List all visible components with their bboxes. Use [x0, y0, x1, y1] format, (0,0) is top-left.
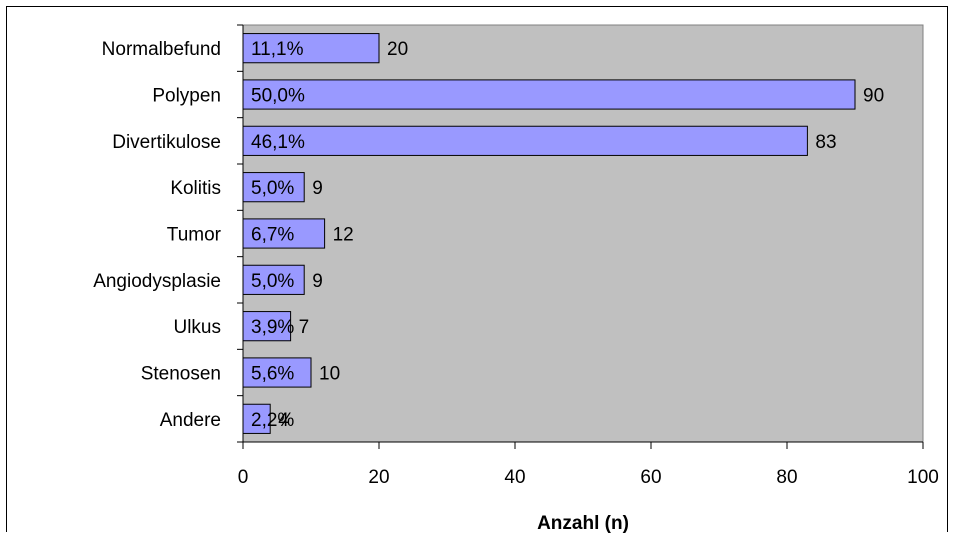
bar-ulkus — [242, 311, 292, 342]
x-tick-label: 60 — [640, 467, 661, 488]
category-label: Kolitis — [170, 178, 221, 199]
value-label: 12 — [333, 225, 354, 246]
value-label: 20 — [387, 39, 408, 60]
percent-label: 5,0% — [251, 178, 294, 199]
labels-group: Normalbefund 11,1% 20 Polypen 50,0% 90 Diverti… — [93, 39, 884, 431]
chart-frame — [6, 6, 948, 532]
percent-label: 3,9% — [251, 317, 294, 338]
value-label: 4 — [278, 410, 289, 431]
bar-normalbefund — [242, 33, 380, 64]
percent-label: 11,1% — [251, 39, 304, 60]
category-label: Normalbefund — [102, 39, 221, 60]
x-tick-label: 80 — [776, 467, 797, 488]
percent-label: 2,2% — [251, 410, 294, 431]
category-label: Andere — [160, 410, 221, 431]
category-label: Tumor — [167, 225, 222, 246]
category-label: Stenosen — [141, 364, 221, 385]
percent-label: 46,1% — [251, 132, 305, 153]
bar-tumor — [242, 218, 326, 249]
x-tick-label: 100 — [907, 467, 939, 488]
value-label: 9 — [312, 271, 323, 292]
percent-label: 5,0% — [251, 271, 294, 292]
category-label: Angiodysplasie — [93, 271, 221, 292]
bars-group — [242, 33, 856, 434]
value-label: 7 — [299, 317, 310, 338]
x-axis: 0 20 40 60 80 100 — [237, 24, 939, 488]
value-label: 10 — [319, 364, 340, 385]
percent-label: 50,0% — [251, 86, 305, 107]
bar-polypen — [242, 79, 856, 110]
percent-label: 5,6% — [251, 364, 294, 385]
value-label: 83 — [815, 132, 836, 153]
category-label: Divertikulose — [112, 132, 221, 153]
value-label: 90 — [863, 86, 884, 107]
category-label: Ulkus — [173, 317, 221, 338]
percent-label: 6,7% — [251, 225, 294, 246]
x-tick-label: 0 — [238, 467, 249, 488]
bar-divertikulose — [242, 125, 808, 156]
category-label: Polypen — [152, 86, 221, 107]
value-label: 9 — [312, 178, 323, 199]
x-axis-title: Anzahl (n) — [537, 513, 629, 534]
x-tick-label: 40 — [504, 467, 525, 488]
x-tick-label: 20 — [368, 467, 389, 488]
